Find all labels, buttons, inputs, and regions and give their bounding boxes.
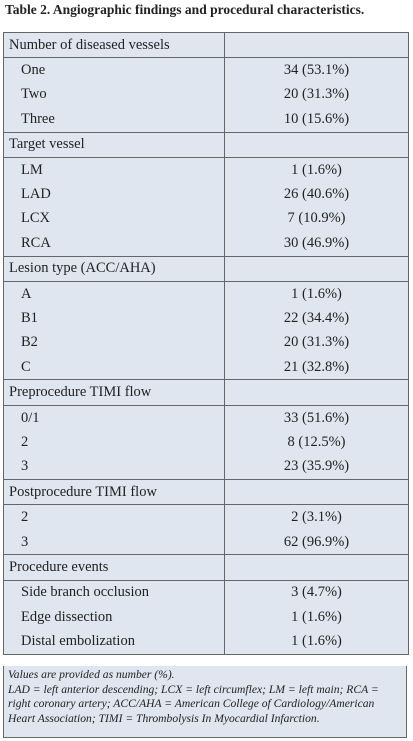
footnote-line: LAD = left anterior descending; LCX = le…	[8, 682, 379, 725]
table-title: Table 2. Angiographic findings and proce…	[5, 2, 365, 17]
section-heading: Target vessel	[3, 131, 225, 158]
row-label: Distal embolization	[3, 629, 225, 655]
row-label: B1	[3, 306, 225, 331]
row-label: One	[3, 57, 225, 83]
row-label: 3	[3, 454, 225, 481]
section-row: Postprocedure TIMI flow	[3, 479, 409, 506]
section-heading: Postprocedure TIMI flow	[3, 479, 225, 506]
empty-cell	[224, 31, 409, 59]
section-row: Procedure events	[3, 554, 409, 581]
row-value: 1 (1.6%)	[224, 281, 409, 307]
data-row: One 34 (53.1%)	[3, 57, 409, 83]
row-value: 8 (12.5%)	[224, 430, 409, 455]
row-value: 20 (31.3%)	[224, 82, 409, 108]
section-row: Preprocedure TIMI flow	[3, 379, 409, 406]
row-value: 62 (96.9%)	[224, 529, 409, 556]
data-row: B2 20 (31.3%)	[3, 330, 409, 356]
row-value: 10 (15.6%)	[224, 107, 409, 133]
row-value: 34 (53.1%)	[224, 57, 409, 83]
empty-cell	[224, 131, 409, 158]
row-label: Two	[3, 82, 225, 108]
row-label: A	[3, 281, 225, 307]
row-label: RCA	[3, 231, 225, 257]
row-value: 1 (1.6%)	[224, 604, 409, 630]
row-label: B2	[3, 330, 225, 356]
data-row: Three 10 (15.6%)	[3, 107, 409, 133]
section-heading: Number of diseased vessels	[3, 31, 225, 59]
data-row: C 21 (32.8%)	[3, 355, 409, 381]
data-row: Two 20 (31.3%)	[3, 82, 409, 108]
row-label: 2	[3, 430, 225, 455]
section-heading: Lesion type (ACC/AHA)	[3, 255, 225, 282]
data-row: LM 1 (1.6%)	[3, 157, 409, 183]
data-row: 0/1 33 (51.6%)	[3, 405, 409, 431]
data-row: Side branch occlusion 3 (4.7%)	[3, 580, 409, 605]
row-value: 22 (34.4%)	[224, 306, 409, 331]
row-value: 33 (51.6%)	[224, 405, 409, 431]
row-value: 26 (40.6%)	[224, 182, 409, 207]
footnote-line: Values are provided as number (%).	[8, 668, 175, 681]
data-row: LAD 26 (40.6%)	[3, 182, 409, 207]
row-value: 7 (10.9%)	[224, 206, 409, 232]
row-label: 0/1	[3, 405, 225, 431]
data-row: RCA 30 (46.9%)	[3, 231, 409, 257]
row-value: 30 (46.9%)	[224, 231, 409, 257]
row-label: LCX	[3, 206, 225, 232]
data-row: Distal embolization 1 (1.6%)	[3, 629, 409, 655]
data-row: Edge dissection 1 (1.6%)	[3, 604, 409, 630]
row-label: C	[3, 355, 225, 381]
row-label: 3	[3, 529, 225, 556]
row-value: 3 (4.7%)	[224, 580, 409, 605]
table: Number of diseased vessels One 34 (53.1%) T…	[3, 31, 409, 655]
data-row: LCX 7 (10.9%)	[3, 206, 409, 232]
data-row: 3 23 (35.9%)	[3, 454, 409, 481]
row-label: LM	[3, 157, 225, 183]
empty-cell	[224, 554, 409, 581]
row-label: Three	[3, 107, 225, 133]
row-label: 2	[3, 504, 225, 530]
row-value: 20 (31.3%)	[224, 330, 409, 356]
row-value: 1 (1.6%)	[224, 157, 409, 183]
row-value: 1 (1.6%)	[224, 629, 409, 655]
section-row: Number of diseased vessels	[3, 31, 409, 59]
section-heading: Preprocedure TIMI flow	[3, 379, 225, 406]
section-row: Lesion type (ACC/AHA)	[3, 255, 409, 282]
row-value: 23 (35.9%)	[224, 454, 409, 481]
footnote: Values are provided as number (%). LAD =…	[3, 666, 407, 738]
data-row: B1 22 (34.4%)	[3, 306, 409, 331]
empty-cell	[224, 479, 409, 506]
section-heading: Procedure events	[3, 554, 225, 581]
row-label: Edge dissection	[3, 604, 225, 630]
row-value: 21 (32.8%)	[224, 355, 409, 381]
empty-cell	[224, 379, 409, 406]
row-label: LAD	[3, 182, 225, 207]
section-row: Target vessel	[3, 131, 409, 158]
empty-cell	[224, 255, 409, 282]
data-row: 3 62 (96.9%)	[3, 529, 409, 556]
row-value: 2 (3.1%)	[224, 504, 409, 530]
row-label: Side branch occlusion	[3, 580, 225, 605]
